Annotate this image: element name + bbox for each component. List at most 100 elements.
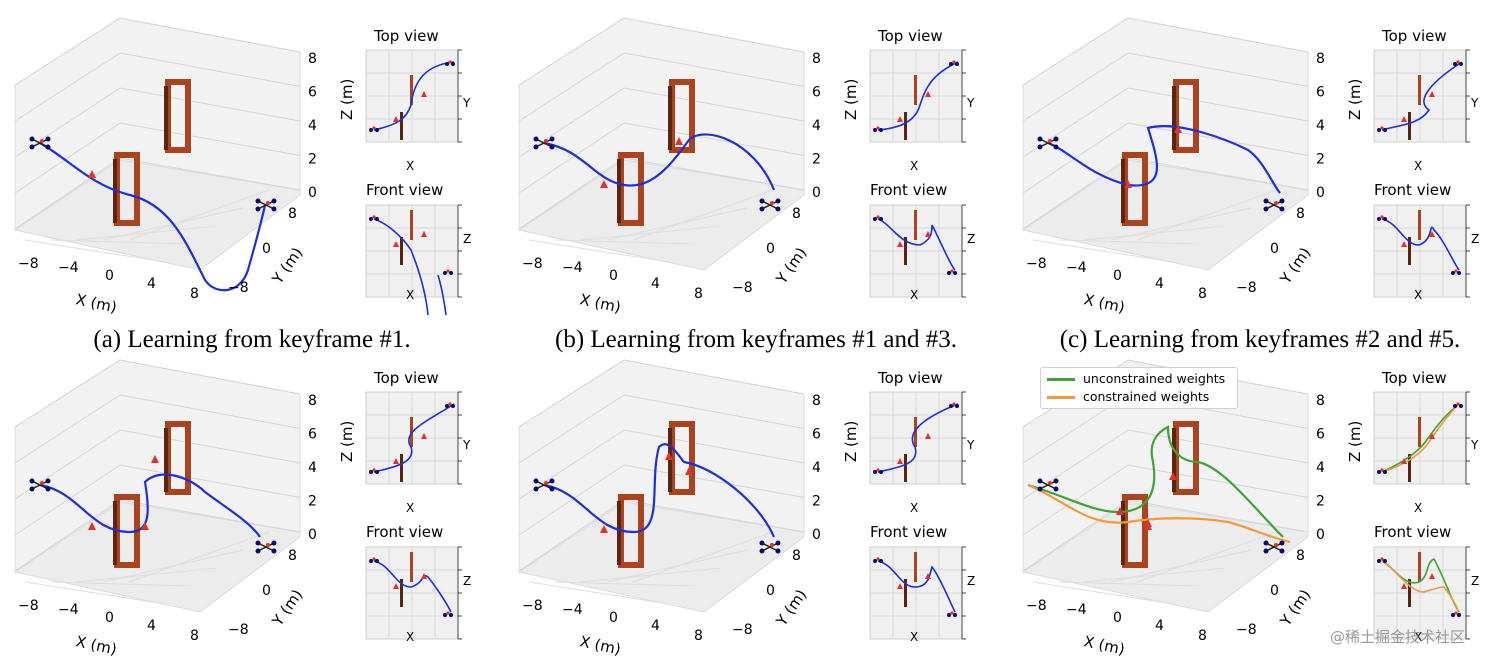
front-view-z-label: Z bbox=[463, 574, 471, 588]
front-view-title: Front view bbox=[366, 181, 443, 199]
z-tick-label: 6 bbox=[812, 85, 821, 101]
gate-far bbox=[1172, 79, 1199, 153]
z-axis-label: Z (m) bbox=[1346, 421, 1364, 462]
x-tick-label: 8 bbox=[1198, 286, 1207, 302]
top-view-x-label: X bbox=[1414, 501, 1422, 515]
top-view-x-label: X bbox=[910, 501, 918, 515]
y-axis-label: Y (m) bbox=[772, 586, 810, 630]
keyframe-marker bbox=[600, 180, 608, 188]
keyframe-marker bbox=[421, 433, 427, 439]
x-tick-label: 8 bbox=[1198, 628, 1207, 644]
z-tick-label: 6 bbox=[1316, 427, 1325, 443]
front-view-x-label: X bbox=[910, 288, 918, 302]
trajectory-line bbox=[1381, 218, 1460, 271]
z-tick-label: 8 bbox=[308, 51, 317, 67]
keyframe-marker bbox=[1144, 522, 1152, 530]
keyframe-marker bbox=[421, 231, 427, 237]
front-view-x-label: X bbox=[910, 630, 918, 644]
top-view-y-label: Y bbox=[462, 438, 471, 452]
keyframe-marker bbox=[1401, 241, 1407, 247]
top-view-title: Top view bbox=[1381, 27, 1447, 45]
x-tick-label: −8 bbox=[522, 598, 543, 614]
z-tick-label: 8 bbox=[812, 393, 821, 409]
top-view-y-label: Y bbox=[1470, 96, 1479, 110]
y-tick-label: 0 bbox=[766, 241, 775, 257]
gate-far bbox=[164, 421, 191, 495]
keyframe-marker bbox=[600, 525, 608, 533]
y-tick-label: 0 bbox=[1270, 583, 1279, 599]
trajectory-line bbox=[39, 142, 267, 292]
x-tick-label: 8 bbox=[694, 628, 703, 644]
top-view-y-label: Y bbox=[966, 438, 975, 452]
axes-3d bbox=[517, 359, 805, 613]
legend-swatch-unconstrained bbox=[1047, 378, 1075, 381]
keyframe-marker bbox=[421, 573, 427, 579]
z-axis-label: Z (m) bbox=[338, 79, 356, 120]
top-view-title: Top view bbox=[1381, 369, 1447, 387]
keyframe-marker bbox=[393, 116, 399, 122]
front-view-z-label: Z bbox=[967, 574, 975, 588]
z-axis-label: Z (m) bbox=[842, 79, 860, 120]
drone-start-icon bbox=[1037, 478, 1059, 492]
gate-near bbox=[1121, 494, 1148, 568]
front-view-plot bbox=[365, 546, 462, 640]
front-view-title: Front view bbox=[366, 523, 443, 541]
keyframe-marker bbox=[925, 433, 931, 439]
z-tick-label: 4 bbox=[308, 460, 317, 476]
x-tick-label: 4 bbox=[1155, 618, 1164, 634]
x-tick-label: 0 bbox=[1113, 268, 1122, 284]
top-view-title: Top view bbox=[877, 369, 943, 387]
trajectory-line bbox=[877, 61, 959, 131]
y-tick-label: −8 bbox=[228, 280, 249, 296]
drone-end-icon bbox=[759, 198, 781, 212]
x-tick-label: −4 bbox=[58, 260, 79, 276]
front-view-x-label: X bbox=[1414, 288, 1422, 302]
z-tick-label: 0 bbox=[308, 527, 317, 543]
axes-3d bbox=[13, 17, 301, 271]
z-tick-label: 6 bbox=[1316, 85, 1325, 101]
z-tick-label: 2 bbox=[1316, 494, 1325, 510]
drone-end-icon bbox=[759, 540, 781, 554]
keyframe-marker bbox=[1429, 231, 1435, 237]
y-tick-label: 8 bbox=[288, 206, 297, 222]
keyframe-marker bbox=[1429, 573, 1435, 579]
keyframe-marker bbox=[421, 91, 427, 97]
x-tick-label: 0 bbox=[609, 610, 618, 626]
drone-end-icon bbox=[255, 540, 277, 554]
front-view-plot bbox=[1373, 204, 1470, 298]
x-tick-label: 0 bbox=[105, 610, 114, 626]
keyframe-marker bbox=[685, 467, 693, 475]
keyframe-marker bbox=[1401, 583, 1407, 589]
keyframe-marker bbox=[1429, 91, 1435, 97]
watermark: @稀土掘金技术社区 bbox=[1330, 628, 1466, 646]
front-view-z-label: Z bbox=[1471, 574, 1479, 588]
axes-3d bbox=[1021, 17, 1309, 271]
z-tick-label: 2 bbox=[812, 494, 821, 510]
z-axis-label: Z (m) bbox=[338, 421, 356, 462]
z-axis-label: Z (m) bbox=[1346, 79, 1364, 120]
keyframe-marker bbox=[897, 241, 903, 247]
z-tick-label: 0 bbox=[812, 527, 821, 543]
drone-start-icon bbox=[1037, 136, 1059, 150]
keyframe-marker bbox=[1401, 116, 1407, 122]
z-tick-label: 4 bbox=[308, 118, 317, 134]
y-tick-label: −8 bbox=[228, 622, 249, 638]
keyframe-marker bbox=[1116, 507, 1124, 515]
x-tick-label: 0 bbox=[105, 268, 114, 284]
y-tick-label: 8 bbox=[1296, 548, 1305, 564]
y-axis-label: Y (m) bbox=[772, 244, 810, 288]
top-view-plot bbox=[869, 49, 966, 143]
keyframe-marker bbox=[1169, 472, 1177, 480]
z-tick-label: 8 bbox=[1316, 51, 1325, 67]
front-view-x-label: X bbox=[1414, 630, 1422, 644]
x-tick-label: 4 bbox=[147, 618, 156, 634]
z-tick-label: 2 bbox=[308, 494, 317, 510]
y-tick-label: 0 bbox=[1270, 241, 1279, 257]
